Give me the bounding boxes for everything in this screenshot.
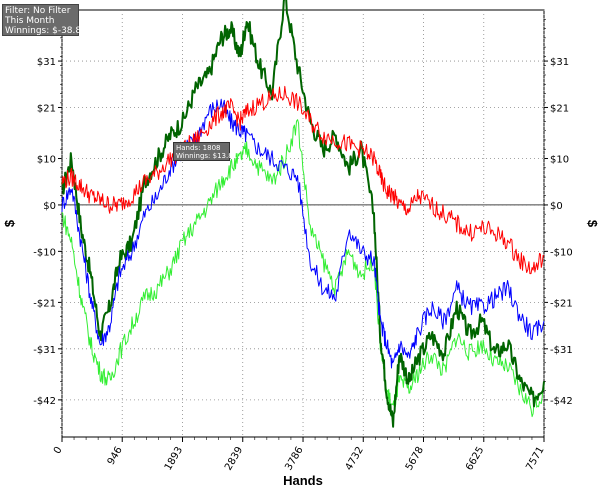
hover-tooltip: Hands: 1808 Winnings: $13.81 <box>173 142 238 161</box>
x-tick-label: 6625 <box>464 445 486 473</box>
series-line-0 <box>61 0 545 428</box>
y-tick-label-right: $21 <box>550 103 569 114</box>
y-tick-label-left: -$42 <box>33 396 56 407</box>
filter-info-box: Filter: No Filter This Month Winnings: $… <box>2 4 87 36</box>
winnings-label: Winnings: $-38.86 <box>5 26 87 36</box>
y-axis-title-left: $ <box>2 219 17 227</box>
series-line-3 <box>61 119 545 418</box>
tooltip-hands: Hands: 1808 <box>176 144 221 152</box>
x-tick-label: 0 <box>52 445 65 456</box>
y-tick-label-left: -$21 <box>33 298 56 309</box>
y-tick-label-right: -$21 <box>550 298 573 309</box>
x-axis-title: Hands <box>283 473 323 488</box>
x-tick-label: 3786 <box>283 445 305 473</box>
period-label: This Month <box>5 16 55 26</box>
y-tick-label-right: -$42 <box>550 396 573 407</box>
y-tick-label-left: -$10 <box>33 247 56 258</box>
tooltip-winnings: Winnings: $13.81 <box>176 152 238 160</box>
x-tick-label: 1893 <box>163 445 185 473</box>
y-tick-label-left: $31 <box>37 57 56 68</box>
x-tick-label: 5678 <box>404 445 426 473</box>
y-tick-label-right: $10 <box>550 155 569 166</box>
x-tick-label: 946 <box>106 445 125 467</box>
series-line-2 <box>61 85 545 275</box>
y-tick-label-left: $21 <box>37 103 56 114</box>
y-tick-label-right: -$10 <box>550 247 573 258</box>
y-tick-label-right: $31 <box>550 57 569 68</box>
x-tick-label: 4732 <box>344 445 366 473</box>
y-tick-label-left: $0 <box>43 201 56 212</box>
series-line-1 <box>61 98 545 369</box>
y-tick-label-left: -$31 <box>33 345 56 356</box>
y-tick-label-right: -$31 <box>550 345 573 356</box>
x-tick-label: 2839 <box>223 445 245 473</box>
plot-frame <box>61 9 545 438</box>
filter-label: Filter: No Filter <box>5 6 71 16</box>
y-tick-label-right: $0 <box>550 201 563 212</box>
x-tick-label: 7571 <box>524 445 546 473</box>
y-tick-label-left: $10 <box>37 155 56 166</box>
y-axis-title-right: $ <box>585 220 600 228</box>
